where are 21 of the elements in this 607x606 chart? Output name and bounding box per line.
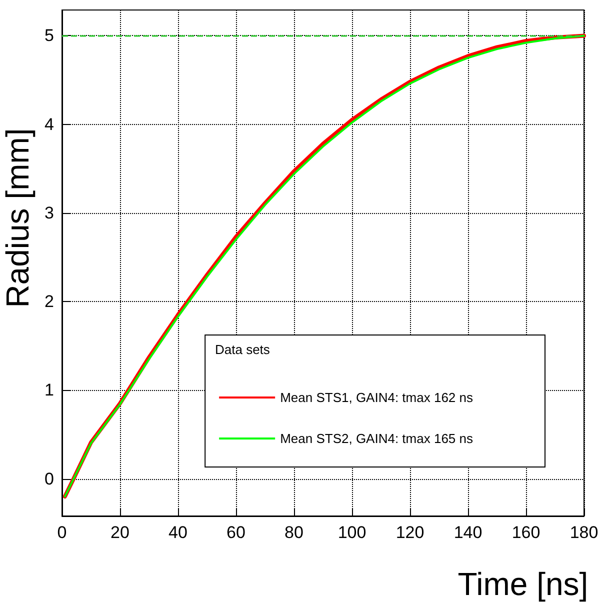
x-tick-label: 160 (512, 523, 540, 542)
x-tick-label: 0 (57, 523, 67, 542)
y-tick-label: 0 (44, 469, 54, 488)
x-tick-label: 140 (454, 523, 482, 542)
x-tick-label: 80 (284, 523, 304, 542)
x-axis-title: Time [ns] (458, 566, 588, 602)
legend-label: Mean STS2, GAIN4: tmax 165 ns (280, 431, 474, 446)
x-tick-label: 60 (226, 523, 246, 542)
legend-title: Data sets (215, 342, 270, 357)
y-tick-label: 1 (44, 380, 54, 400)
x-tick-label: 120 (396, 523, 424, 542)
x-tick-label: 180 (570, 523, 598, 542)
x-tick-label: 100 (338, 523, 366, 542)
y-tick-label: 5 (44, 26, 54, 46)
legend-label: Mean STS1, GAIN4: tmax 162 ns (280, 390, 474, 405)
y-axis-title: Radius [mm] (0, 128, 36, 308)
x-tick-label: 20 (110, 523, 130, 542)
y-tick-label: 4 (44, 114, 54, 134)
x-tick-label: 40 (168, 523, 188, 542)
y-tick-label: 2 (44, 292, 54, 312)
y-tick-label: 3 (44, 203, 54, 222)
